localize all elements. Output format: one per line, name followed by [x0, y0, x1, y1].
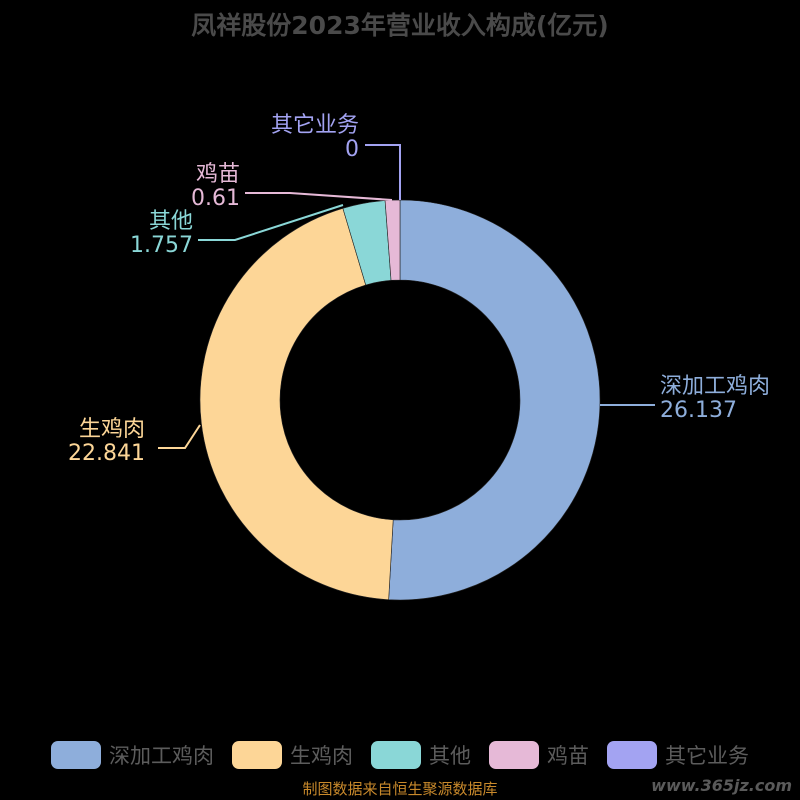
watermark: www.365jz.com	[651, 776, 792, 795]
slice-label-value: 26.137	[660, 398, 737, 423]
label-connector	[245, 192, 393, 201]
legend-item-深加工鸡肉[interactable]: 深加工鸡肉	[51, 740, 214, 770]
data-source-note: 制图数据来自恒生聚源数据库	[302, 780, 498, 798]
legend-label: 鸡苗	[547, 744, 589, 768]
slice-深加工鸡肉[interactable]	[388, 199, 601, 601]
legend-label: 其他	[429, 744, 471, 768]
slice-label-name: 其他	[149, 209, 193, 234]
slice-label-value: 0.61	[191, 186, 240, 211]
label-connector	[365, 144, 401, 200]
legend-label: 其它业务	[665, 744, 749, 768]
slice-label-name: 深加工鸡肉	[660, 374, 770, 399]
legend-swatch	[51, 741, 101, 769]
slice-label-name: 生鸡肉	[79, 417, 145, 442]
legend-swatch	[607, 741, 657, 769]
slice-label-name: 鸡苗	[196, 162, 240, 187]
legend-swatch	[489, 741, 539, 769]
slice-label-value: 0	[345, 137, 359, 162]
legend-item-其他[interactable]: 其他	[371, 740, 471, 770]
legend-swatch	[371, 741, 421, 769]
chart-title: 凤祥股份2023年营业收入构成(亿元)	[191, 11, 609, 40]
legend-item-其它业务[interactable]: 其它业务	[607, 740, 749, 770]
legend-label: 生鸡肉	[290, 744, 353, 768]
slice-label-value: 1.757	[130, 233, 193, 258]
legend-label: 深加工鸡肉	[109, 744, 214, 768]
slice-label-name: 其它业务	[271, 113, 359, 138]
legend-item-生鸡肉[interactable]: 生鸡肉	[232, 740, 353, 770]
legend-item-鸡苗[interactable]: 鸡苗	[489, 740, 589, 770]
legend-swatch	[232, 741, 282, 769]
slice-生鸡肉[interactable]	[199, 207, 394, 600]
label-connector	[198, 204, 344, 241]
slice-label-value: 22.841	[68, 441, 145, 466]
label-connector	[158, 424, 201, 449]
legend: 深加工鸡肉 生鸡肉 其他 鸡苗 其它业务	[0, 738, 800, 772]
